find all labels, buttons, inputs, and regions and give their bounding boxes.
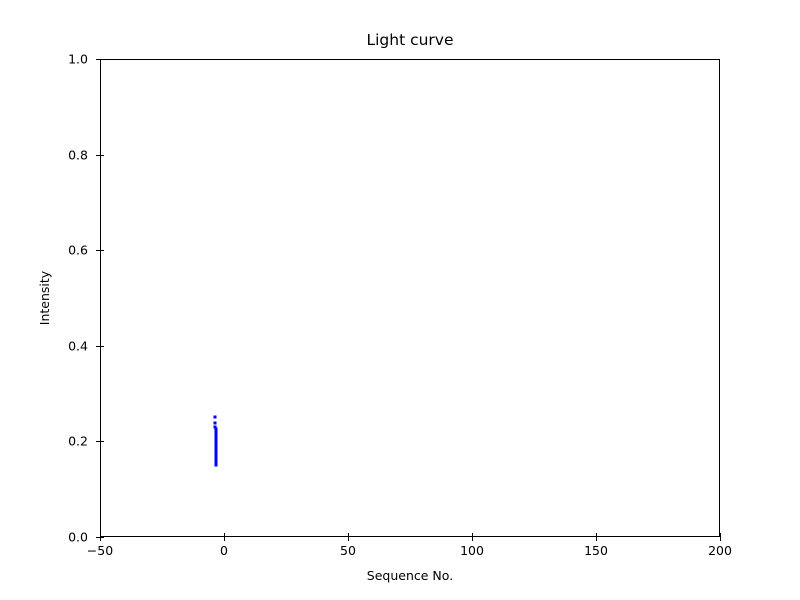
x-tick-mark: [100, 537, 101, 541]
x-tick-label: 0: [220, 543, 228, 558]
chart-title: Light curve: [366, 31, 454, 49]
x-axis-label: Sequence No.: [366, 568, 454, 583]
x-tick-mark: [720, 537, 721, 541]
x-tick-mark-inner: [596, 533, 597, 537]
y-tick-label: 0.8: [68, 147, 88, 163]
y-tick-label: 0.6: [68, 242, 88, 258]
x-tick-label: 50: [340, 543, 356, 558]
x-tick-label: 200: [708, 543, 732, 558]
axes-frame: [100, 59, 720, 537]
y-tick-label: 1.0: [68, 51, 88, 67]
x-tick-mark-inner: [348, 533, 349, 537]
y-tick-mark-inner: [100, 345, 104, 347]
y-tick-mark-inner: [100, 250, 104, 252]
data-point: [213, 425, 217, 429]
y-tick-label: 0.2: [68, 433, 88, 449]
y-tick-label: 0.0: [68, 529, 88, 545]
y-axis-label: Intensity: [37, 270, 52, 326]
y-tick-mark-inner: [100, 537, 104, 538]
x-tick-mark-inner: [224, 533, 225, 537]
y-tick-mark: [96, 154, 100, 156]
data-point: [213, 421, 217, 425]
x-tick-mark-inner: [100, 533, 101, 537]
data-point: [214, 463, 218, 467]
y-tick-mark: [96, 59, 100, 60]
y-tick-mark-inner: [100, 154, 104, 156]
y-tick-mark-inner: [100, 59, 104, 60]
x-tick-mark-inner: [720, 533, 721, 537]
plot-canvas: [101, 60, 719, 536]
y-tick-mark: [96, 345, 100, 347]
x-tick-mark-inner: [472, 533, 473, 537]
y-tick-label: 0.4: [68, 338, 88, 354]
x-tick-mark: [472, 537, 473, 541]
x-tick-label: −50: [86, 543, 114, 558]
x-tick-mark: [596, 537, 597, 541]
x-tick-mark: [348, 537, 349, 541]
y-tick-mark: [96, 441, 100, 443]
x-tick-label: 100: [460, 543, 484, 558]
x-tick-label: 150: [584, 543, 608, 558]
data-point: [213, 415, 217, 419]
y-tick-mark: [96, 250, 100, 252]
y-tick-mark-inner: [100, 441, 104, 443]
y-tick-mark: [96, 537, 100, 538]
x-tick-mark: [224, 537, 225, 541]
